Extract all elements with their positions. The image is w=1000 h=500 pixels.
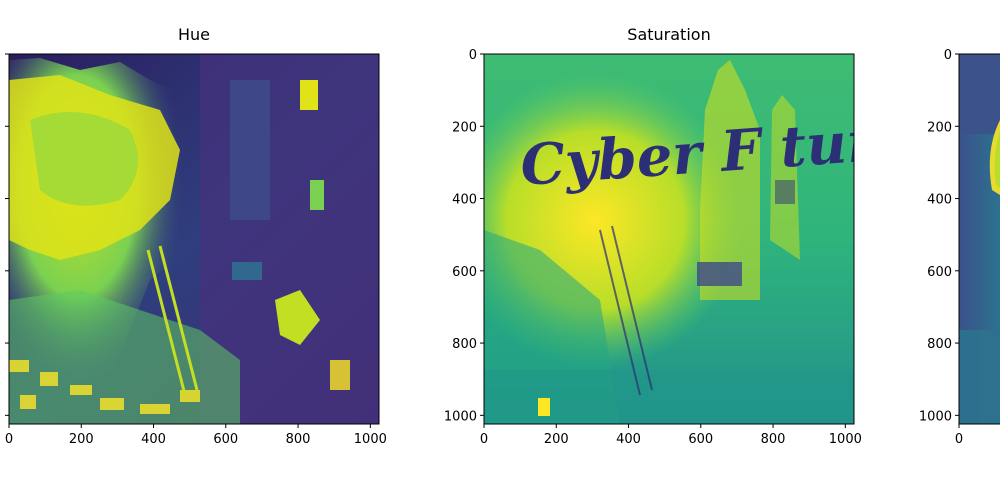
x-tick-label: 0	[955, 432, 963, 447]
saturation-y-ticks: 0 200 400 600 800 1000	[444, 48, 484, 424]
hue-title: Hue	[178, 25, 210, 44]
y-tick-label: 800	[927, 337, 952, 352]
x-tick-label: 400	[616, 432, 641, 447]
y-tick-label: 600	[452, 265, 477, 280]
saturation-heatmap-image: Cyber F ture	[484, 54, 854, 424]
saturation-x-ticks: 0 200 400 600 800 1000	[480, 424, 862, 447]
y-tick-label: 600	[927, 265, 952, 280]
hue-heatmap-image	[9, 54, 379, 424]
third-y-ticks: 0 200 400 600 800 1000	[919, 48, 959, 424]
panel-third: 0 0 200 400 600 800 1000	[919, 48, 1000, 447]
x-tick-label: 200	[544, 432, 569, 447]
y-tick-label: 400	[927, 193, 952, 208]
saturation-axes-frame	[483, 53, 855, 425]
y-tick-label: 1000	[919, 409, 952, 424]
third-heatmap-image	[959, 54, 1000, 424]
x-tick-label: 400	[141, 432, 166, 447]
hue-ladder	[146, 245, 199, 396]
x-tick-label: 1000	[829, 432, 862, 447]
saturation-ladder	[599, 225, 653, 396]
hue-axes-frame	[8, 53, 380, 425]
y-tick-label: 800	[452, 337, 477, 352]
x-tick-label: 600	[688, 432, 713, 447]
hue-y-ticks	[5, 53, 9, 416]
saturation-title: Saturation	[627, 25, 710, 44]
x-tick-label: 0	[5, 432, 13, 447]
panel-saturation: Cyber F ture Saturation 0 200 400 600 800 100…	[444, 25, 862, 447]
y-tick-label: 400	[452, 193, 477, 208]
hue-x-ticks: 0 200 400 600 800 1000	[5, 424, 387, 447]
x-tick-label: 600	[213, 432, 238, 447]
y-tick-label: 0	[469, 48, 477, 63]
y-tick-label: 200	[452, 120, 477, 135]
x-tick-label: 800	[761, 432, 786, 447]
x-tick-label: 1000	[354, 432, 387, 447]
y-tick-label: 200	[927, 120, 952, 135]
y-tick-label: 1000	[444, 409, 477, 424]
x-tick-label: 0	[480, 432, 488, 447]
panel-hue: Hue 0 200 400 600 800 1000	[5, 25, 387, 447]
third-x-ticks: 0	[955, 424, 963, 447]
x-tick-label: 200	[69, 432, 94, 447]
y-tick-label: 0	[944, 48, 952, 63]
x-tick-label: 800	[286, 432, 311, 447]
